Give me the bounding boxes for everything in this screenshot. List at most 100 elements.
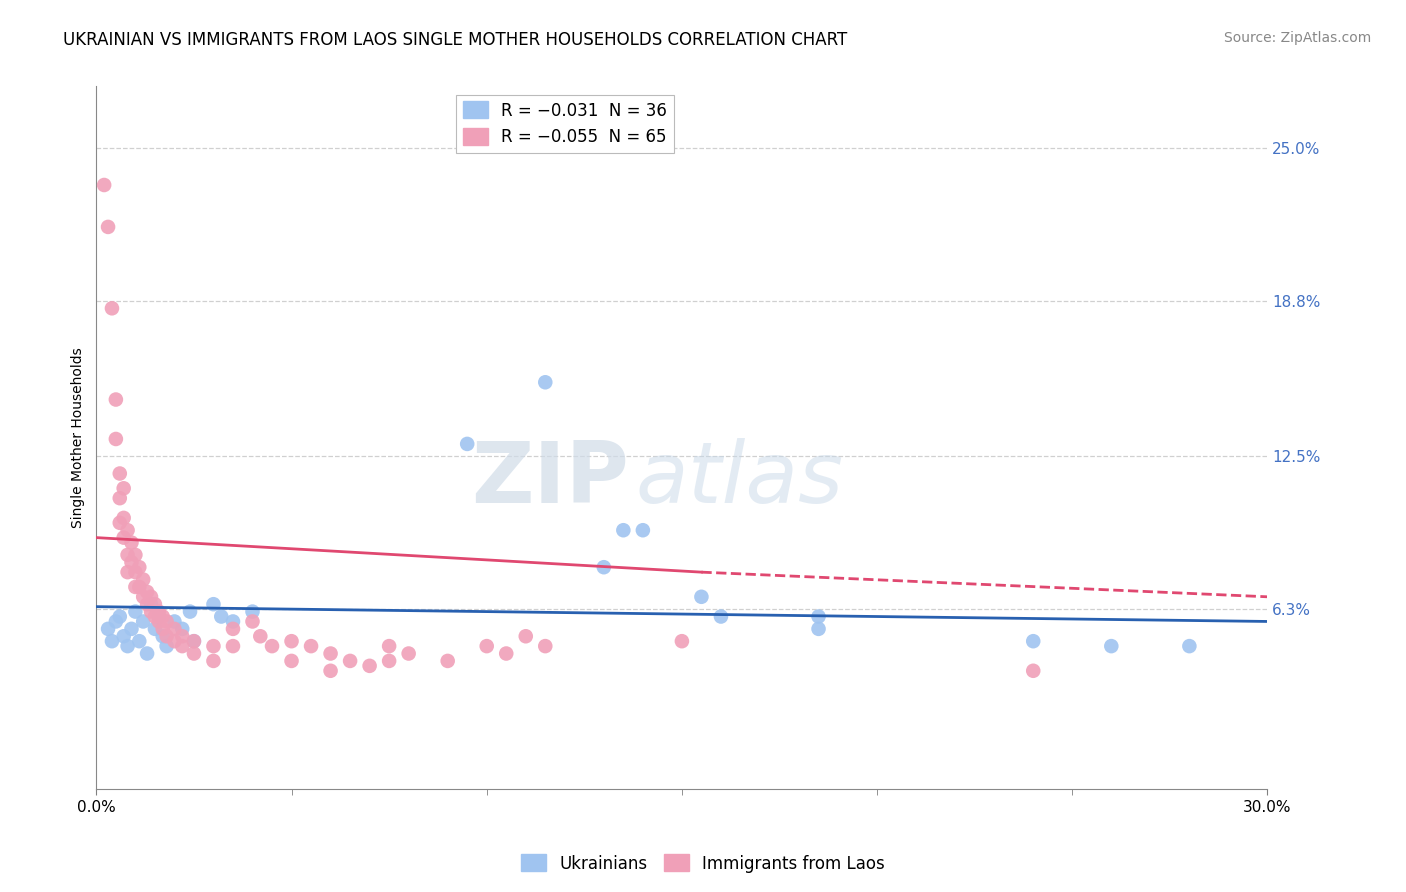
Point bbox=[143, 622, 166, 636]
Point bbox=[93, 178, 115, 192]
Point bbox=[172, 639, 194, 653]
Point bbox=[183, 647, 205, 661]
Point bbox=[108, 609, 131, 624]
Legend: R = −0.031  N = 36, R = −0.055  N = 65: R = −0.031 N = 36, R = −0.055 N = 65 bbox=[456, 95, 673, 153]
Point bbox=[209, 609, 232, 624]
Point bbox=[156, 615, 179, 629]
Legend: Ukrainians, Immigrants from Laos: Ukrainians, Immigrants from Laos bbox=[515, 847, 891, 880]
Point bbox=[319, 664, 342, 678]
Point bbox=[183, 634, 205, 648]
Point bbox=[139, 590, 162, 604]
Point bbox=[807, 622, 830, 636]
Point bbox=[612, 523, 634, 537]
Point bbox=[117, 523, 139, 537]
Point bbox=[148, 605, 170, 619]
Point bbox=[124, 580, 146, 594]
Point bbox=[124, 565, 146, 579]
Point bbox=[202, 639, 225, 653]
Point bbox=[1099, 639, 1122, 653]
Point bbox=[152, 622, 174, 636]
Point bbox=[124, 548, 146, 562]
Point bbox=[163, 634, 186, 648]
Point bbox=[172, 622, 194, 636]
Y-axis label: Single Mother Households: Single Mother Households bbox=[72, 347, 86, 528]
Point bbox=[101, 301, 124, 316]
Point bbox=[222, 622, 245, 636]
Point bbox=[152, 609, 174, 624]
Point bbox=[97, 622, 120, 636]
Point bbox=[136, 597, 159, 611]
Point bbox=[108, 516, 131, 530]
Point bbox=[690, 590, 713, 604]
Point bbox=[222, 615, 245, 629]
Point bbox=[117, 639, 139, 653]
Point bbox=[121, 535, 143, 549]
Point bbox=[128, 580, 150, 594]
Point bbox=[112, 531, 135, 545]
Point bbox=[128, 634, 150, 648]
Point bbox=[108, 491, 131, 505]
Point bbox=[143, 609, 166, 624]
Point bbox=[112, 481, 135, 495]
Point bbox=[359, 658, 381, 673]
Text: UKRAINIAN VS IMMIGRANTS FROM LAOS SINGLE MOTHER HOUSEHOLDS CORRELATION CHART: UKRAINIAN VS IMMIGRANTS FROM LAOS SINGLE… bbox=[63, 31, 848, 49]
Point bbox=[249, 629, 271, 643]
Point bbox=[242, 605, 264, 619]
Point bbox=[202, 654, 225, 668]
Point bbox=[156, 639, 179, 653]
Point bbox=[202, 597, 225, 611]
Point bbox=[104, 615, 127, 629]
Point bbox=[132, 615, 155, 629]
Point bbox=[163, 622, 186, 636]
Point bbox=[807, 609, 830, 624]
Point bbox=[139, 597, 162, 611]
Point bbox=[299, 639, 322, 653]
Point bbox=[592, 560, 614, 574]
Point bbox=[534, 639, 557, 653]
Point bbox=[143, 597, 166, 611]
Point bbox=[534, 376, 557, 390]
Point bbox=[132, 573, 155, 587]
Point bbox=[710, 609, 733, 624]
Point bbox=[378, 654, 401, 668]
Point bbox=[104, 392, 127, 407]
Point bbox=[183, 634, 205, 648]
Point bbox=[339, 654, 361, 668]
Point bbox=[436, 654, 458, 668]
Point bbox=[136, 585, 159, 599]
Point bbox=[671, 634, 693, 648]
Point bbox=[1178, 639, 1201, 653]
Point bbox=[163, 615, 186, 629]
Point bbox=[117, 548, 139, 562]
Point bbox=[179, 605, 201, 619]
Point bbox=[260, 639, 283, 653]
Point bbox=[172, 629, 194, 643]
Point bbox=[631, 523, 654, 537]
Point bbox=[132, 590, 155, 604]
Point bbox=[139, 605, 162, 619]
Point bbox=[456, 437, 478, 451]
Point bbox=[319, 647, 342, 661]
Point bbox=[97, 219, 120, 234]
Point bbox=[108, 467, 131, 481]
Point bbox=[475, 639, 498, 653]
Point bbox=[280, 634, 302, 648]
Point bbox=[136, 647, 159, 661]
Point bbox=[112, 511, 135, 525]
Point bbox=[121, 622, 143, 636]
Text: ZIP: ZIP bbox=[471, 439, 630, 522]
Point bbox=[124, 605, 146, 619]
Point bbox=[121, 555, 143, 569]
Text: Source: ZipAtlas.com: Source: ZipAtlas.com bbox=[1223, 31, 1371, 45]
Point bbox=[104, 432, 127, 446]
Point bbox=[222, 639, 245, 653]
Point bbox=[148, 609, 170, 624]
Point bbox=[1022, 664, 1045, 678]
Point bbox=[280, 654, 302, 668]
Point bbox=[152, 629, 174, 643]
Point bbox=[156, 629, 179, 643]
Point bbox=[242, 615, 264, 629]
Point bbox=[515, 629, 537, 643]
Point bbox=[495, 647, 517, 661]
Point bbox=[117, 565, 139, 579]
